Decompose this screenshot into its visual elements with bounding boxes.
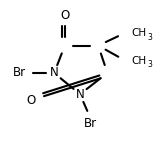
Text: Br: Br [84,117,97,130]
Text: O: O [27,94,36,107]
Text: 3: 3 [148,33,152,42]
Text: N: N [76,88,84,101]
Text: N: N [50,66,59,79]
Text: O: O [60,9,69,22]
Text: Br: Br [13,66,26,79]
Text: CH: CH [132,56,147,66]
Text: 3: 3 [148,60,152,69]
Text: CH: CH [132,28,147,38]
